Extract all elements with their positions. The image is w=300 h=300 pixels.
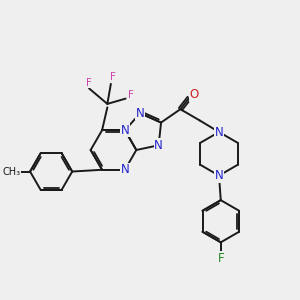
Text: F: F [86,78,92,88]
Text: N: N [121,124,129,137]
Text: N: N [136,107,145,120]
Text: O: O [190,88,199,101]
Text: N: N [214,169,224,182]
Text: F: F [218,252,224,265]
Text: CH₃: CH₃ [2,167,20,176]
Text: F: F [110,72,116,82]
Text: N: N [154,139,163,152]
Text: F: F [128,90,134,100]
Text: N: N [214,125,224,139]
Text: N: N [121,163,129,176]
